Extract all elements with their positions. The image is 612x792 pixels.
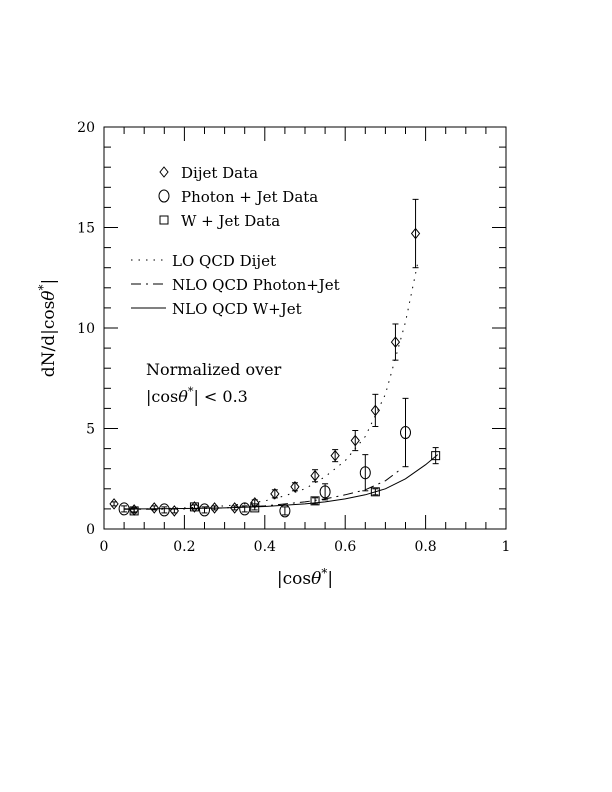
- data-point-diamond: [230, 502, 240, 514]
- diamond-marker: [390, 336, 401, 348]
- x-tick-label: 0: [100, 539, 109, 555]
- diamond-marker: [109, 498, 119, 510]
- diamond-marker: [230, 502, 240, 514]
- data-point-circle: [400, 397, 411, 468]
- legend-label: Photon + Jet Data: [181, 188, 318, 206]
- square-marker: [129, 506, 139, 516]
- legend-item: Photon + Jet Data: [158, 188, 318, 206]
- text-part: |: [39, 279, 59, 285]
- diamond-marker: [290, 480, 300, 493]
- theta-symbol: θ: [178, 387, 188, 406]
- data-point-diamond: [330, 449, 340, 463]
- data-point-diamond: [370, 393, 380, 427]
- data-point-square: [310, 496, 320, 506]
- legend-item: NLO QCD W+Jet: [131, 300, 302, 318]
- y-tick-label: 10: [77, 321, 95, 337]
- y-tick-label: 20: [77, 120, 95, 136]
- diamond-marker: [310, 469, 320, 482]
- legend-item: W + Jet Data: [159, 212, 280, 230]
- data-point-square: [250, 503, 260, 513]
- superscript-star: *: [188, 385, 194, 398]
- x-tick-label: 0.6: [334, 539, 356, 555]
- data-point-circle: [359, 454, 371, 492]
- theta-symbol: θ: [311, 569, 321, 589]
- data-point-circle: [158, 503, 170, 517]
- circle-marker: [158, 503, 170, 517]
- x-tick-label: 1: [502, 539, 511, 555]
- y-axis-label: dN/d|cosθ*|: [36, 279, 59, 378]
- legend-label: LO QCD Dijet: [172, 252, 276, 270]
- diamond-marker: [370, 404, 380, 417]
- data-point-diamond: [410, 198, 421, 269]
- legend-item: LO QCD Dijet: [131, 252, 276, 270]
- data-point-square: [431, 447, 441, 465]
- y-tick-label: 15: [77, 221, 95, 237]
- text-part: |cos: [277, 569, 311, 589]
- diamond-marker: [209, 502, 220, 514]
- curve-dashdot: [124, 468, 402, 510]
- curve-solid: [124, 454, 439, 510]
- data-point-diamond: [350, 430, 360, 452]
- square-marker: [189, 502, 199, 512]
- legend-diamond-icon: [159, 166, 169, 178]
- circle-marker: [279, 504, 291, 518]
- circle-marker: [359, 466, 371, 480]
- y-tick-label: 5: [86, 422, 95, 438]
- diamond-marker: [410, 227, 421, 240]
- legend-square-icon: [159, 215, 169, 225]
- text-part: dN/d|cos: [39, 301, 59, 378]
- diamond-marker: [330, 449, 340, 462]
- diamond-marker: [350, 434, 360, 447]
- diamond-marker: [270, 488, 280, 500]
- data-point-square: [370, 487, 380, 497]
- text-part: |: [327, 569, 333, 589]
- legend-label: NLO QCD W+Jet: [172, 300, 302, 318]
- legend-label: Dijet Data: [181, 164, 258, 182]
- square-marker: [370, 487, 380, 497]
- data-point-circle: [279, 504, 291, 518]
- data-point-circle: [239, 502, 251, 516]
- annotation-line: |cosθ*| < 0.3: [146, 385, 248, 406]
- diamond-marker: [169, 505, 179, 517]
- circle-marker: [319, 485, 331, 499]
- legend-circle-icon: [158, 189, 170, 203]
- circle-marker: [400, 426, 411, 440]
- diamond-marker: [149, 502, 159, 514]
- theta-symbol: θ: [39, 290, 59, 300]
- data-point-diamond: [270, 488, 280, 500]
- legend-item: Dijet Data: [159, 164, 258, 182]
- data-point-diamond: [390, 323, 401, 361]
- square-marker: [250, 503, 260, 513]
- data-point-square: [189, 502, 199, 512]
- text-part: |cos: [146, 387, 178, 406]
- data-point-square: [129, 506, 139, 516]
- x-axis-label: |cosθ*|: [277, 566, 333, 589]
- square-marker: [310, 496, 320, 506]
- data-point-diamond: [310, 469, 320, 483]
- x-tick-label: 0.8: [414, 539, 436, 555]
- x-tick-label: 0.2: [173, 539, 195, 555]
- text-part: | < 0.3: [193, 387, 247, 406]
- legend-label: W + Jet Data: [181, 212, 280, 230]
- data-point-diamond: [149, 502, 159, 514]
- square-marker: [431, 451, 441, 461]
- legend-item: NLO QCD Photon+Jet: [131, 276, 340, 294]
- circle-marker: [118, 502, 130, 516]
- data-point-circle: [118, 502, 130, 516]
- data-point-diamond: [290, 480, 300, 493]
- circle-marker: [239, 502, 251, 516]
- data-point-circle: [319, 483, 331, 501]
- data-point-diamond: [109, 498, 119, 510]
- superscript-star: *: [321, 566, 327, 580]
- annotation-line: Normalized over: [146, 360, 282, 379]
- x-tick-label: 0.4: [254, 539, 276, 555]
- y-tick-label: 0: [86, 522, 95, 538]
- superscript-star: *: [36, 284, 50, 290]
- data-point-circle: [199, 503, 210, 517]
- data-point-diamond: [209, 502, 220, 514]
- data-point-diamond: [169, 505, 179, 517]
- legend-label: NLO QCD Photon+Jet: [172, 276, 340, 294]
- circle-marker: [199, 503, 210, 517]
